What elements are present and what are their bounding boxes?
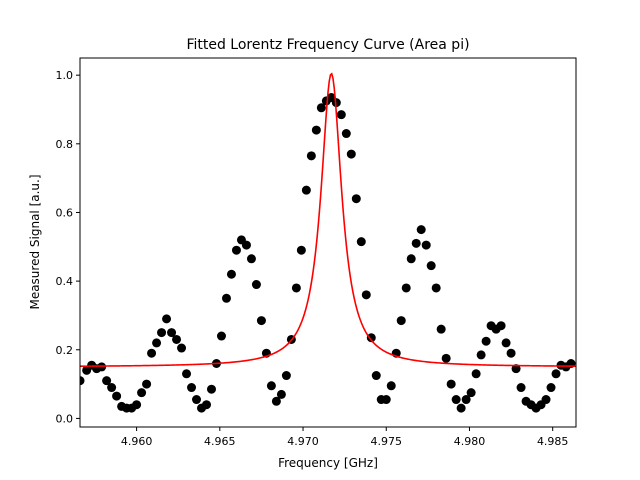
chart-title: Fitted Lorentz Frequency Curve (Area pi) <box>186 37 469 53</box>
data-point <box>356 237 366 247</box>
data-point <box>426 261 436 271</box>
data-point <box>266 381 276 391</box>
data-point <box>296 245 306 255</box>
data-point <box>246 254 256 264</box>
data-point <box>80 376 85 386</box>
data-point <box>516 383 526 393</box>
data-point <box>351 194 361 204</box>
data-point <box>386 381 396 391</box>
data-point <box>226 269 236 279</box>
data-point <box>381 395 391 405</box>
data-point <box>291 283 301 293</box>
data-point <box>436 324 446 334</box>
data-point <box>446 379 456 389</box>
data-point <box>451 395 461 405</box>
x-tick-label: 4.975 <box>371 435 403 448</box>
y-axis: 0.0 0.2 0.4 0.6 0.8 1.0 <box>56 69 80 425</box>
data-point <box>147 348 157 358</box>
data-point <box>167 328 177 338</box>
data-point <box>511 364 521 374</box>
data-point <box>112 391 122 401</box>
data-point <box>97 362 107 372</box>
data-point <box>162 314 172 324</box>
data-point <box>301 185 311 195</box>
data-point <box>182 369 192 379</box>
data-point <box>241 240 251 250</box>
data-point <box>496 321 506 331</box>
data-point <box>306 151 316 161</box>
data-point <box>177 343 187 353</box>
data-point <box>157 328 167 338</box>
data-point <box>336 110 346 120</box>
data-point <box>366 333 376 343</box>
data-point <box>361 290 371 300</box>
y-tick-label: 0.2 <box>56 344 74 357</box>
y-axis-label: Measured Signal [a.u.] <box>28 174 42 309</box>
data-point <box>341 129 351 139</box>
x-tick-label: 4.970 <box>287 435 319 448</box>
x-axis-label: Frequency [GHz] <box>278 456 378 470</box>
data-point <box>541 395 551 405</box>
x-axis: 4.960 4.965 4.970 4.975 4.980 4.985 <box>121 427 569 448</box>
data-point <box>206 384 216 394</box>
x-tick-label: 4.960 <box>121 435 153 448</box>
data-point <box>251 280 261 290</box>
y-tick-label: 0.6 <box>56 206 74 219</box>
data-point <box>471 369 481 379</box>
data-point <box>202 400 211 410</box>
data-point <box>411 238 421 248</box>
data-point <box>371 371 381 381</box>
plot-marks <box>80 72 576 413</box>
data-point <box>416 225 426 235</box>
data-point <box>401 283 411 293</box>
data-point <box>456 403 466 413</box>
data-point <box>221 293 231 303</box>
x-tick-label: 4.965 <box>204 435 236 448</box>
y-tick-label: 1.0 <box>56 69 74 82</box>
data-point <box>551 369 561 379</box>
data-point <box>506 348 516 358</box>
data-point <box>216 331 226 341</box>
data-point <box>187 383 197 393</box>
data-point <box>431 283 441 293</box>
axes-frame <box>79 57 577 428</box>
y-tick-label: 0.4 <box>56 275 74 288</box>
data-point <box>316 103 326 113</box>
data-point <box>476 350 486 360</box>
data-point <box>546 383 556 393</box>
x-tick-label: 4.980 <box>454 435 486 448</box>
data-point <box>281 371 291 381</box>
data-point <box>142 379 152 389</box>
data-point <box>152 338 162 348</box>
data-point <box>421 240 431 250</box>
data-point <box>461 395 471 405</box>
data-point <box>466 388 476 398</box>
data-point <box>132 400 142 410</box>
y-tick-label: 0.0 <box>56 412 74 425</box>
data-point <box>406 254 416 264</box>
data-point <box>107 383 117 393</box>
data-point <box>172 334 182 344</box>
data-point <box>346 149 356 159</box>
data-point <box>276 389 286 399</box>
data-point <box>311 125 321 135</box>
data-point <box>501 338 511 348</box>
fit-curve <box>80 72 576 367</box>
plot-area <box>80 72 576 413</box>
data-point <box>441 353 451 363</box>
data-point <box>102 376 112 386</box>
data-point <box>137 388 147 398</box>
data-point <box>192 395 202 405</box>
y-tick-label: 0.8 <box>56 138 74 151</box>
data-point <box>271 396 281 406</box>
x-tick-label: 4.985 <box>537 435 569 448</box>
data-point <box>256 316 266 326</box>
data-point <box>231 245 241 255</box>
data-point <box>396 316 406 326</box>
data-point <box>481 336 491 346</box>
